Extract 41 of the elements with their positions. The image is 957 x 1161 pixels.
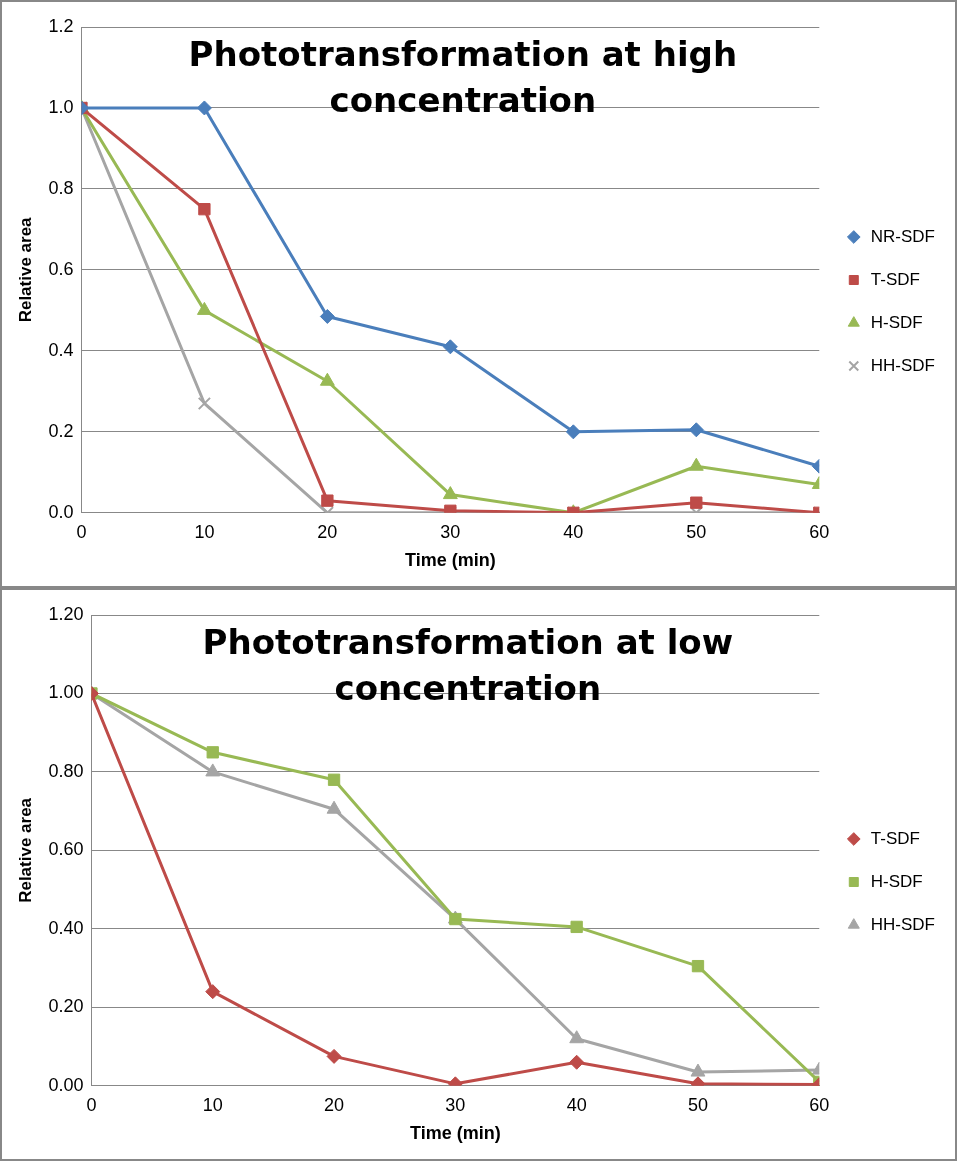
x-tick-label: 30 xyxy=(445,1094,466,1115)
y-tick-label: 0.8 xyxy=(48,177,74,198)
x-tick-label: 0 xyxy=(86,1094,97,1115)
x-tick-label: 60 xyxy=(809,521,830,542)
x-tick-label: 0 xyxy=(76,521,87,542)
y-axis-title: Relative area xyxy=(15,797,35,903)
legend-label: HH-SDF xyxy=(870,355,935,375)
y-tick-label: 0.0 xyxy=(48,501,74,522)
y-tick-label: 1.2 xyxy=(48,15,74,36)
legend-label: H-SDF xyxy=(870,312,923,332)
x-tick-label: 10 xyxy=(202,1094,223,1115)
text: Phototransformation at high concentration xyxy=(187,33,739,122)
x-tick-label: 10 xyxy=(194,521,215,542)
legend-label: H-SDF xyxy=(870,871,923,891)
legend-label: T-SDF xyxy=(870,828,920,848)
y-tick-label: 0.60 xyxy=(48,839,84,860)
x-tick-label: 50 xyxy=(687,1094,708,1115)
x-axis-title: Time (min) xyxy=(410,1123,501,1144)
y-tick-label: 0.2 xyxy=(48,420,74,441)
y-tick-label: 0.6 xyxy=(48,258,74,279)
legend-label: T-SDF xyxy=(870,269,920,289)
text: Phototransformation at low concentration xyxy=(201,621,735,710)
x-tick-label: 30 xyxy=(440,521,461,542)
x-tick-label: 40 xyxy=(566,1094,587,1115)
y-tick-label: 0.40 xyxy=(48,917,84,938)
y-tick-label: 0.20 xyxy=(48,996,84,1017)
x-tick-label: 20 xyxy=(317,521,338,542)
y-tick-label: 1.00 xyxy=(48,682,84,703)
x-tick-label: 50 xyxy=(686,521,707,542)
legend-label: NR-SDF xyxy=(870,226,935,246)
x-tick-label: 40 xyxy=(563,521,584,542)
x-tick-label: 60 xyxy=(809,1094,830,1115)
y-axis-title: Relative area xyxy=(15,216,35,323)
y-tick-label: 0.80 xyxy=(48,760,84,781)
legend-label: HH-SDF xyxy=(870,914,935,934)
x-axis-title: Time (min) xyxy=(405,550,496,571)
y-tick-label: 0.4 xyxy=(48,339,74,360)
x-tick-label: 20 xyxy=(324,1094,345,1115)
y-tick-label: 1.0 xyxy=(48,96,74,117)
y-tick-label: 1.20 xyxy=(48,603,84,624)
y-tick-label: 0.00 xyxy=(48,1074,84,1095)
